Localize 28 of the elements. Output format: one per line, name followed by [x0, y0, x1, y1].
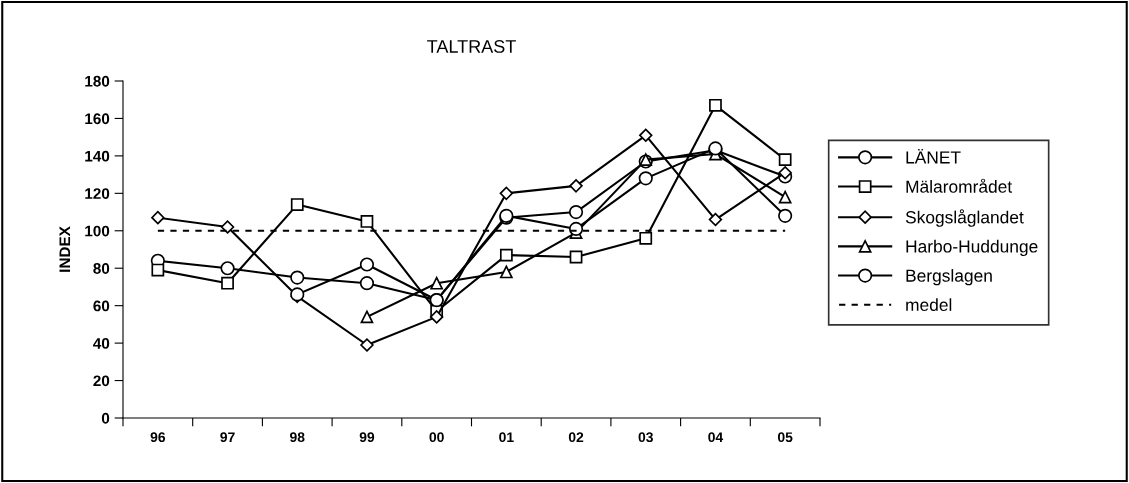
- chart-title: TALTRAST: [427, 40, 516, 53]
- x-tick-label: 03: [638, 432, 653, 443]
- legend-label: LÄNET: [906, 148, 961, 164]
- y-tick-label: 40: [93, 337, 110, 349]
- x-tick-label: 02: [568, 432, 584, 443]
- x-tick-label: 04: [708, 432, 724, 443]
- legend-label: Bergslagen: [906, 269, 992, 286]
- x-tick-label: 99: [359, 432, 375, 443]
- x-tick-label: 97: [220, 432, 235, 443]
- y-tick-label: 100: [85, 225, 110, 237]
- y-tick-label: 80: [93, 263, 110, 274]
- legend-label: Harbo-Huddunge: [906, 239, 1038, 257]
- legend-label: medel: [906, 298, 952, 312]
- x-tick-label: 01: [499, 432, 514, 443]
- y-tick-label: 180: [85, 75, 110, 87]
- legend-label: Skogslåglandet: [905, 209, 1024, 227]
- y-axis-title: INDEX: [59, 226, 71, 272]
- y-tick-label: 120: [85, 188, 110, 200]
- x-tick-label: 05: [777, 432, 793, 443]
- x-tick-label: 96: [150, 432, 166, 443]
- x-tick-label: 00: [429, 432, 444, 443]
- x-tick-label: 98: [290, 432, 305, 443]
- y-tick-label: 20: [93, 375, 110, 387]
- y-tick-label: 60: [93, 300, 110, 312]
- y-tick-label: 160: [85, 113, 110, 125]
- y-tick-label: 0: [101, 412, 110, 424]
- legend-label: Mälarområdet: [906, 178, 1013, 193]
- y-tick-label: 140: [85, 150, 110, 162]
